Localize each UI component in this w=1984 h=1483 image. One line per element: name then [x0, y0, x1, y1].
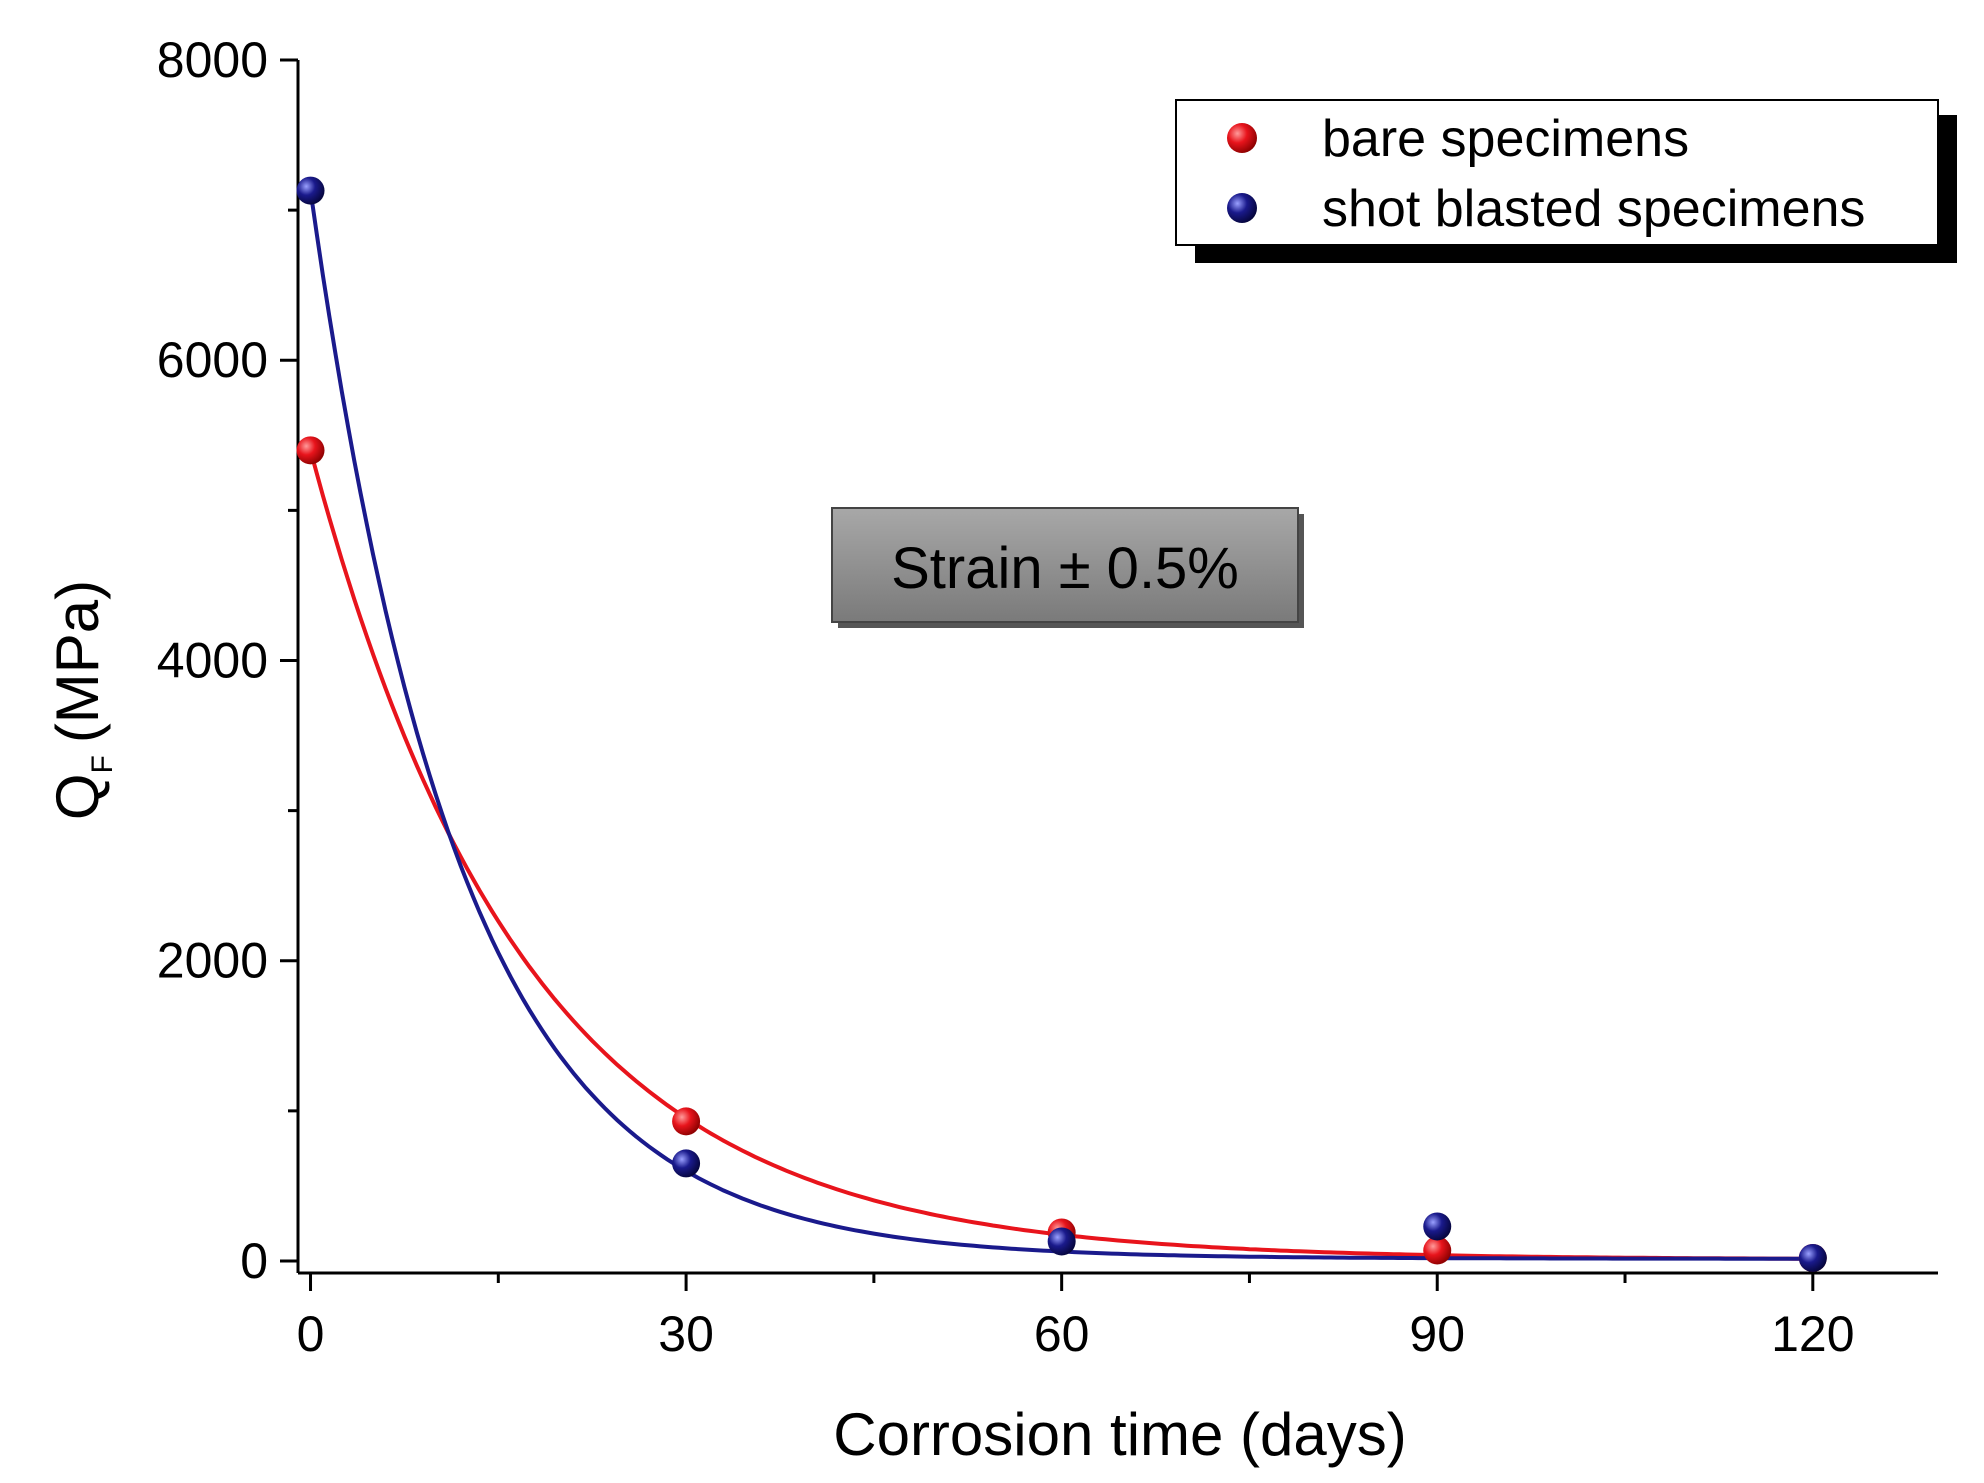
data-point-series-0 [672, 1107, 701, 1136]
annotation-text: Strain ± 0.5% [891, 536, 1239, 601]
annotation-box [831, 507, 1299, 623]
legend-items: bare specimens shot blasted specimens [1227, 110, 1865, 238]
data-point-series-1 [1047, 1227, 1076, 1256]
data-point-series-0 [296, 436, 325, 465]
x-tick-label: 0 [297, 1306, 325, 1362]
x-tick-label: 120 [1771, 1306, 1854, 1362]
ticks [280, 58, 1815, 1291]
legend-box [1175, 99, 1939, 246]
y-axis-title-unit: (MPa) [44, 580, 111, 743]
legend-label: bare specimens [1322, 110, 1689, 168]
strain-annotation: Strain ± 0.5% [831, 507, 1304, 628]
x-tick-label: 30 [658, 1306, 714, 1362]
legend-marker [1227, 123, 1257, 153]
data-point-series-1 [672, 1149, 701, 1178]
y-tick-label: 8000 [157, 32, 268, 88]
fit-curves [308, 190, 1813, 1261]
y-axis-title: QF (MPa) [44, 580, 119, 820]
y-axis-title-main: Q [44, 774, 111, 821]
fit-curve-series-1 [308, 190, 1813, 1261]
axes [296, 60, 1938, 1275]
data-point-series-1 [1423, 1212, 1452, 1241]
x-axis-title: Corrosion time (days) [833, 1401, 1407, 1468]
x-tick-label: 60 [1034, 1306, 1090, 1362]
legend-label: shot blasted specimens [1322, 180, 1865, 238]
x-tick-label: 90 [1409, 1306, 1465, 1362]
y-tick-label: 2000 [157, 933, 268, 989]
y-axis-title-subscript: F [86, 755, 119, 773]
y-tick-label: 6000 [157, 332, 268, 388]
y-tick-label: 4000 [157, 632, 268, 688]
data-points [296, 176, 1827, 1272]
tick-labels: 0 30 60 90 120 0 2000 4000 6000 8000 [157, 32, 1855, 1362]
data-point-series-1 [296, 176, 325, 205]
legend-marker [1227, 193, 1257, 223]
y-tick-label: 0 [240, 1233, 268, 1289]
legend: bare specimens shot blasted specimens [1175, 99, 1957, 263]
data-point-series-0 [1423, 1236, 1452, 1265]
data-point-series-1 [1798, 1243, 1827, 1272]
